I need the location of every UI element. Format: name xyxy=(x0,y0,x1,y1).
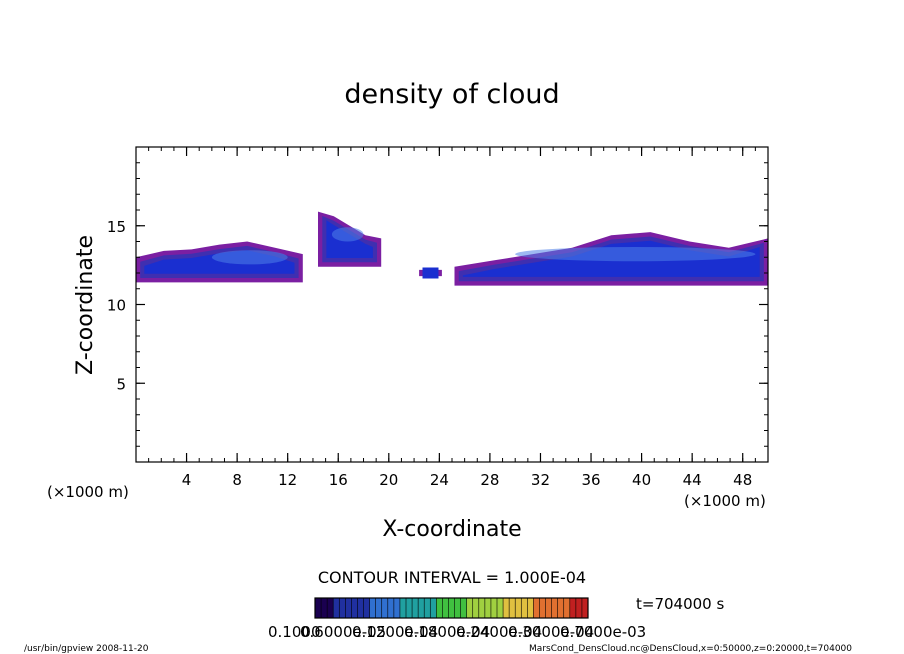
chart-title: density of cloud xyxy=(344,79,559,110)
x-tick-label: 20 xyxy=(379,471,398,489)
plot-area xyxy=(136,211,768,286)
colorbar-segment xyxy=(315,598,322,618)
x-tick-label: 8 xyxy=(232,471,242,489)
colorbar-frame xyxy=(314,597,589,619)
colorbar-segment xyxy=(509,598,516,618)
cloud-core-1 xyxy=(331,227,364,242)
colorbar-segment xyxy=(363,598,370,618)
x-tick-label: 4 xyxy=(182,471,192,489)
colorbar-segment xyxy=(575,598,583,618)
colorbar-segment xyxy=(424,598,431,618)
plot-frame xyxy=(135,146,769,463)
colorbar-segment xyxy=(430,598,437,618)
colorbar-label: 0.1800e-04 xyxy=(404,623,490,641)
colorbar-segment xyxy=(406,598,413,618)
footer-right: MarsCond_DensCloud.nc@DensCloud,x=0:5000… xyxy=(529,644,852,654)
time-label: t=704000 s xyxy=(636,595,724,613)
colorbar-segment xyxy=(521,598,528,618)
colorbar-label: 0.6000e-05 xyxy=(300,623,386,641)
x-axis-label: X-coordinate xyxy=(382,517,521,542)
cloud-core-3 xyxy=(515,247,756,262)
colorbar-segment xyxy=(418,598,425,618)
colorbar-segment xyxy=(472,598,480,618)
colorbar-segment xyxy=(497,598,504,618)
cloud-region-2-layer-2 xyxy=(422,267,439,279)
x-tick-label: 12 xyxy=(278,471,297,489)
colorbar-segment xyxy=(539,598,546,618)
colorbar-segment xyxy=(545,598,552,618)
colorbar-segment xyxy=(466,598,474,618)
x-tick-label: 32 xyxy=(531,471,550,489)
colorbar-segment xyxy=(478,598,486,618)
x-tick-label: 44 xyxy=(683,471,702,489)
colorbar-segment xyxy=(381,598,389,618)
y-tick-label: 5 xyxy=(116,375,126,393)
contour-interval-text: CONTOUR INTERVAL = 1.000E-04 xyxy=(318,568,586,587)
colorbar: 0.10000.6000e-050.1200e-040.1800e-040.24… xyxy=(268,597,646,641)
y-unit-label: (×1000 m) xyxy=(47,483,129,501)
x-tick-label: 24 xyxy=(430,471,449,489)
y-tick-label: 10 xyxy=(107,297,126,315)
colorbar-segment xyxy=(393,598,401,618)
colorbar-segment xyxy=(399,598,407,618)
colorbar-segment xyxy=(448,598,455,618)
colorbar-segment xyxy=(460,598,468,618)
colorbar-segment xyxy=(339,598,346,618)
colorbar-segment xyxy=(387,598,395,618)
colorbar-segment xyxy=(333,598,340,618)
colorbar-segment xyxy=(527,598,534,618)
colorbar-segment xyxy=(345,598,352,618)
colorbar-segment xyxy=(563,598,571,618)
colorbar-segment xyxy=(369,598,377,618)
colorbar-segment xyxy=(569,598,577,618)
y-axis-label: Z-coordinate xyxy=(73,235,98,375)
colorbar-segment xyxy=(581,598,589,618)
colorbar-segment xyxy=(321,598,328,618)
colorbar-segment xyxy=(436,598,443,618)
colorbar-label: 0.1200e-04 xyxy=(352,623,438,641)
x-tick-label: 48 xyxy=(733,471,752,489)
colorbar-segment xyxy=(351,598,358,618)
colorbar-segment xyxy=(454,598,461,618)
cloud-core-0 xyxy=(211,250,288,265)
colorbar-segment xyxy=(551,598,559,618)
x-tick-label: 16 xyxy=(329,471,348,489)
colorbar-segment xyxy=(357,598,364,618)
colorbar-label: 0.3000e-04 xyxy=(508,623,594,641)
x-unit-label: (×1000 m) xyxy=(684,492,766,510)
colorbar-segment xyxy=(515,598,522,618)
colorbar-segment xyxy=(484,598,492,618)
x-tick-label: 40 xyxy=(632,471,651,489)
x-tick-label: 28 xyxy=(480,471,499,489)
colorbar-segment xyxy=(557,598,565,618)
colorbar-segment xyxy=(375,598,383,618)
x-tick-label: 36 xyxy=(581,471,600,489)
colorbar-segment xyxy=(412,598,419,618)
colorbar-segment xyxy=(490,598,498,618)
colorbar-label: 0.2400e-04 xyxy=(456,623,542,641)
footer-left: /usr/bin/gpview 2008-11-20 xyxy=(24,644,149,654)
colorbar-label: 0.1000 xyxy=(268,623,321,641)
colorbar-segment xyxy=(503,598,510,618)
colorbar-segment xyxy=(327,598,334,618)
colorbar-segment xyxy=(533,598,540,618)
colorbar-label: 0.7000e-03 xyxy=(560,623,646,641)
y-tick-label: 15 xyxy=(107,218,126,236)
colorbar-segment xyxy=(442,598,449,618)
